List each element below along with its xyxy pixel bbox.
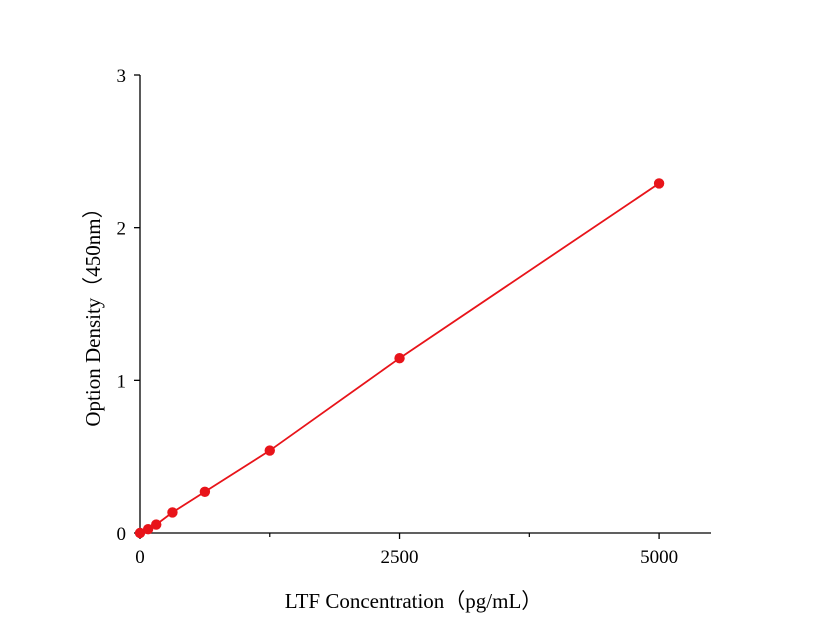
data-markers <box>134 178 665 539</box>
data-point <box>151 519 162 530</box>
ticks <box>134 74 660 539</box>
y-tick-label: 2 <box>117 219 127 240</box>
data-point <box>167 507 178 518</box>
x-tick-label: 2500 <box>381 547 419 568</box>
data-point <box>653 178 665 189</box>
data-point <box>394 352 405 364</box>
x-tick-label: 5000 <box>640 547 678 568</box>
x-axis-title: LTF Concentration（pg/mL） <box>285 589 543 613</box>
data-point <box>264 445 275 456</box>
data-point <box>142 523 154 535</box>
y-axis-title: Option Density（450nm） <box>81 197 105 426</box>
axes <box>139 75 711 534</box>
x-tick-label: 0 <box>135 547 145 568</box>
y-tick-label: 1 <box>117 371 127 392</box>
y-tick-label: 3 <box>117 66 127 87</box>
data-point <box>199 486 211 497</box>
data-point <box>134 527 146 539</box>
tick-labels: 0 2500 5000 0 1 2 3 <box>117 66 679 568</box>
y-tick-label: 0 <box>117 524 127 545</box>
